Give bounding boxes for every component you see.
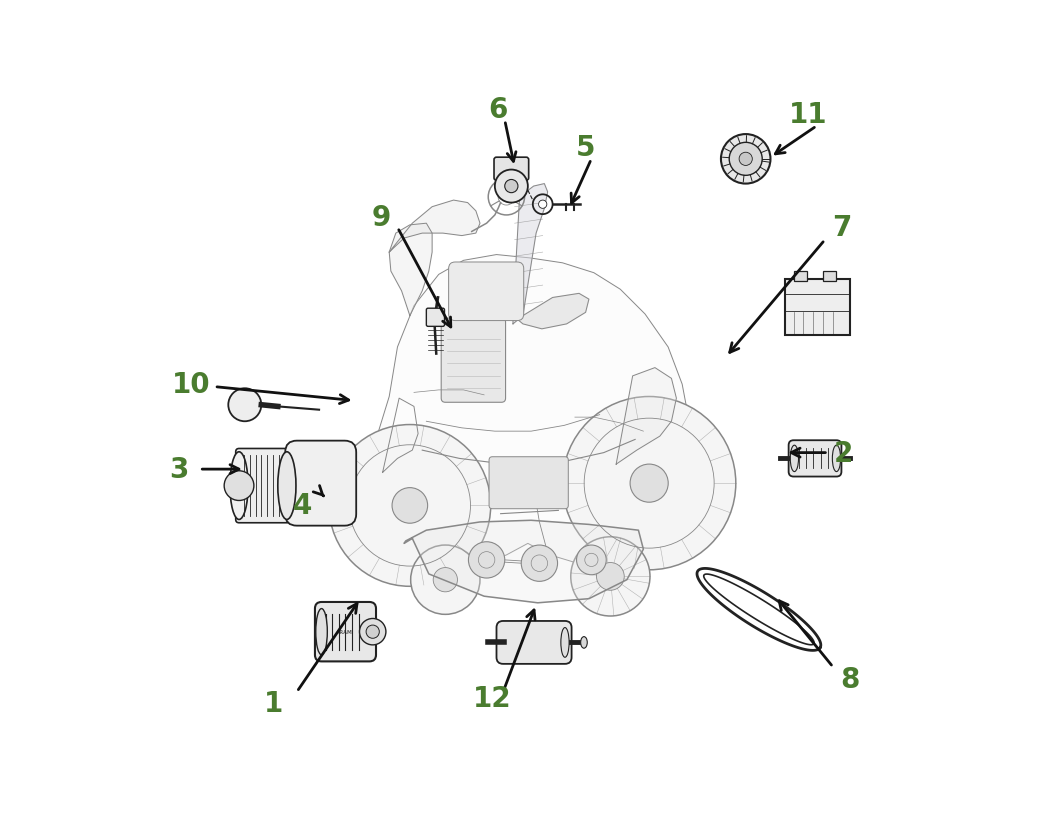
Circle shape: [505, 180, 518, 194]
Circle shape: [739, 153, 752, 166]
Text: 7: 7: [831, 214, 851, 242]
FancyBboxPatch shape: [442, 318, 505, 403]
Polygon shape: [616, 368, 677, 465]
Ellipse shape: [790, 446, 798, 472]
FancyBboxPatch shape: [285, 441, 356, 526]
Circle shape: [521, 545, 557, 581]
FancyBboxPatch shape: [786, 280, 849, 336]
Circle shape: [411, 545, 480, 614]
Text: 8: 8: [840, 665, 859, 693]
FancyBboxPatch shape: [315, 602, 376, 662]
Text: 10: 10: [172, 370, 211, 399]
Circle shape: [366, 625, 379, 638]
Circle shape: [225, 471, 254, 501]
FancyBboxPatch shape: [493, 158, 528, 181]
FancyBboxPatch shape: [236, 449, 290, 523]
Circle shape: [630, 465, 668, 503]
Ellipse shape: [580, 637, 588, 648]
Polygon shape: [704, 575, 814, 645]
Polygon shape: [352, 256, 693, 566]
Text: 6: 6: [488, 96, 508, 124]
Circle shape: [539, 201, 546, 209]
Circle shape: [329, 425, 490, 586]
Ellipse shape: [277, 452, 295, 520]
Circle shape: [596, 563, 624, 590]
Circle shape: [571, 537, 650, 616]
Text: 5: 5: [576, 134, 595, 162]
FancyBboxPatch shape: [497, 621, 572, 664]
Ellipse shape: [316, 609, 327, 655]
Text: 4: 4: [293, 492, 312, 520]
Text: 9: 9: [372, 203, 391, 232]
FancyBboxPatch shape: [449, 263, 524, 321]
Polygon shape: [405, 521, 644, 603]
Circle shape: [562, 397, 736, 570]
Circle shape: [359, 619, 385, 645]
Polygon shape: [511, 294, 589, 329]
Circle shape: [392, 488, 428, 523]
Text: 2: 2: [833, 439, 852, 467]
FancyBboxPatch shape: [823, 272, 837, 282]
Polygon shape: [513, 184, 548, 324]
Ellipse shape: [561, 628, 569, 657]
Circle shape: [730, 143, 762, 176]
Circle shape: [495, 170, 527, 203]
Circle shape: [576, 545, 606, 575]
Circle shape: [721, 135, 771, 184]
FancyBboxPatch shape: [789, 441, 842, 477]
Polygon shape: [390, 224, 432, 316]
Circle shape: [468, 542, 505, 578]
Text: FRAM: FRAM: [337, 629, 353, 634]
Text: 12: 12: [473, 684, 511, 712]
Text: 11: 11: [789, 101, 828, 129]
Ellipse shape: [832, 446, 841, 472]
Circle shape: [433, 568, 457, 592]
FancyBboxPatch shape: [427, 308, 445, 327]
FancyBboxPatch shape: [793, 272, 807, 282]
Text: 1: 1: [264, 690, 284, 718]
Polygon shape: [390, 201, 480, 253]
FancyBboxPatch shape: [489, 457, 569, 509]
Ellipse shape: [230, 452, 248, 520]
Text: 3: 3: [169, 456, 189, 484]
Circle shape: [229, 389, 262, 422]
